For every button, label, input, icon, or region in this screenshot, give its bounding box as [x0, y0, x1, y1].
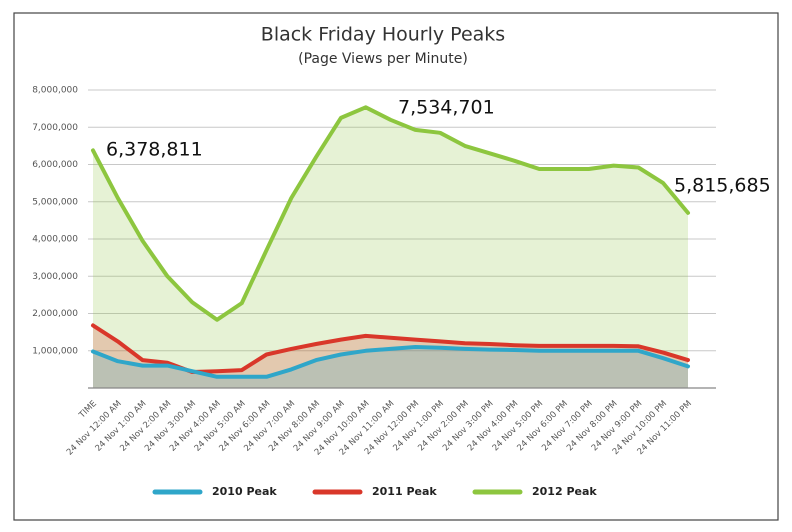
y-tick-label: 4,000,000 — [32, 235, 78, 245]
annotation: 7,534,701 — [398, 97, 495, 119]
y-tick-label: 2,000,000 — [32, 309, 78, 319]
y-tick-label: 3,000,000 — [32, 272, 78, 282]
y-tick-label: 7,000,000 — [32, 123, 78, 133]
chart-title: Black Friday Hourly Peaks — [261, 24, 505, 46]
y-tick-label: 6,000,000 — [32, 160, 78, 170]
legend-label: 2011 Peak — [372, 485, 437, 498]
y-tick-label: 1,000,000 — [32, 346, 78, 356]
legend-label: 2010 Peak — [212, 485, 277, 498]
series-line — [91, 345, 690, 379]
frame — [13, 12, 779, 521]
chart-subtitle: (Page Views per Minute) — [298, 51, 468, 67]
y-tick-label: 8,000,000 — [32, 86, 78, 96]
series-area — [93, 325, 688, 388]
series-line — [91, 105, 690, 322]
series-area — [93, 107, 688, 389]
plot-area — [88, 89, 716, 389]
y-tick-label: 5,000,000 — [32, 197, 78, 207]
annotation: 6,378,811 — [106, 139, 203, 161]
annotation: 5,815,685 — [674, 175, 771, 197]
legend-label: 2012 Peak — [532, 485, 597, 498]
